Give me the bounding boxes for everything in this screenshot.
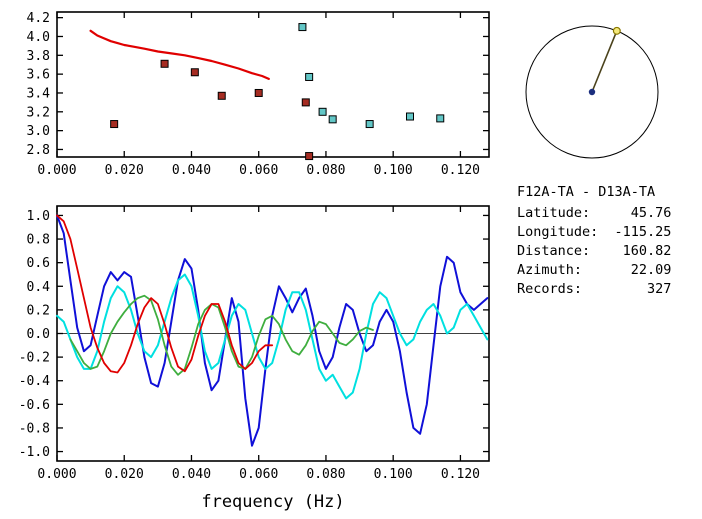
latitude-value: 45.76 bbox=[630, 205, 672, 221]
svg-text:-0.8: -0.8 bbox=[19, 421, 50, 436]
longitude-label: Longitude: bbox=[517, 224, 599, 240]
svg-text:0.040: 0.040 bbox=[172, 467, 211, 482]
info-row-records: Records: 327 bbox=[517, 280, 702, 299]
svg-text:2.8: 2.8 bbox=[27, 143, 50, 158]
svg-text:0.0: 0.0 bbox=[27, 327, 50, 342]
svg-text:0.060: 0.060 bbox=[239, 467, 278, 482]
svg-text:0.100: 0.100 bbox=[374, 163, 413, 178]
svg-text:0.2: 0.2 bbox=[27, 303, 50, 318]
info-row-azimuth: Azimuth: 22.09 bbox=[517, 261, 702, 280]
info-row-longitude: Longitude: -115.25 bbox=[517, 223, 702, 242]
azimuth-value: 22.09 bbox=[630, 262, 672, 278]
svg-text:0.120: 0.120 bbox=[441, 467, 480, 482]
azimuth-dial bbox=[525, 25, 659, 159]
svg-text:0.4: 0.4 bbox=[27, 280, 51, 295]
svg-text:0.000: 0.000 bbox=[37, 163, 76, 178]
svg-text:0.060: 0.060 bbox=[239, 163, 278, 178]
station-info-panel: F12A-TA - D13A-TA Latitude: 45.76 Longit… bbox=[517, 183, 702, 299]
svg-text:0.020: 0.020 bbox=[105, 467, 144, 482]
svg-text:1.0: 1.0 bbox=[27, 209, 50, 224]
svg-text:0.040: 0.040 bbox=[172, 163, 211, 178]
svg-text:0.100: 0.100 bbox=[374, 467, 413, 482]
svg-text:4.2: 4.2 bbox=[27, 11, 50, 26]
distance-value: 160.82 bbox=[622, 243, 672, 259]
dispersion-scatter-chart: 0.000 0.020 0.040 0.060 0.080 0.100 0.120 2.8 3.… bbox=[27, 11, 490, 178]
svg-text:3.2: 3.2 bbox=[27, 105, 50, 120]
info-row-distance: Distance: 160.82 bbox=[517, 242, 702, 261]
waveform-spectrum-chart: 0.000 0.020 0.040 0.060 0.080 0.100 0.120 -1.0 -… bbox=[19, 205, 490, 512]
svg-text:3.8: 3.8 bbox=[27, 49, 50, 64]
latitude-label: Latitude: bbox=[517, 205, 591, 221]
svg-text:0.080: 0.080 bbox=[306, 467, 345, 482]
svg-text:0.6: 0.6 bbox=[27, 256, 50, 271]
svg-text:3.6: 3.6 bbox=[27, 68, 50, 83]
svg-text:-0.2: -0.2 bbox=[19, 351, 50, 366]
svg-text:-0.6: -0.6 bbox=[19, 398, 50, 413]
svg-text:-1.0: -1.0 bbox=[19, 445, 50, 460]
longitude-value: -115.25 bbox=[614, 224, 672, 240]
svg-text:frequency (Hz): frequency (Hz) bbox=[201, 492, 344, 512]
svg-text:0.080: 0.080 bbox=[306, 163, 345, 178]
records-label: Records: bbox=[517, 281, 583, 297]
svg-text:0.000: 0.000 bbox=[37, 467, 76, 482]
azimuth-label: Azimuth: bbox=[517, 262, 583, 278]
svg-text:0.020: 0.020 bbox=[105, 163, 144, 178]
svg-text:0.120: 0.120 bbox=[441, 163, 480, 178]
station-pair-title: F12A-TA - D13A-TA bbox=[517, 184, 656, 200]
svg-text:0.8: 0.8 bbox=[27, 233, 50, 248]
distance-label: Distance: bbox=[517, 243, 591, 259]
svg-text:3.0: 3.0 bbox=[27, 124, 50, 139]
svg-text:4.0: 4.0 bbox=[27, 30, 50, 45]
info-row-latitude: Latitude: 45.76 bbox=[517, 204, 702, 223]
svg-text:3.4: 3.4 bbox=[27, 86, 51, 101]
svg-text:-0.4: -0.4 bbox=[19, 374, 50, 389]
records-value: 327 bbox=[647, 281, 672, 297]
